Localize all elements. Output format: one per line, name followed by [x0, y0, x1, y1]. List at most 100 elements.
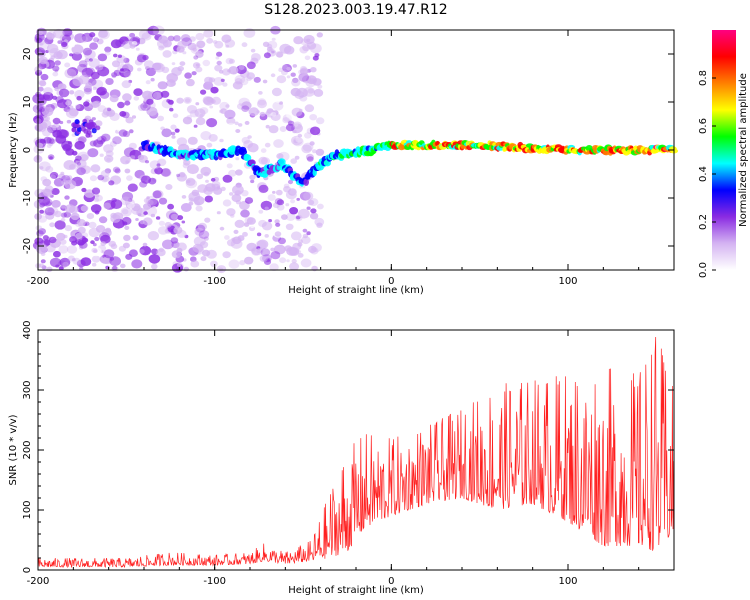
heatmap-speckle: [312, 149, 317, 154]
heatmap-speckle: [226, 117, 236, 125]
heatmap-speckle: [234, 121, 239, 126]
heatmap-speckle: [199, 113, 204, 118]
heatmap-speckle: [120, 68, 124, 72]
heatmap-speckle: [308, 198, 319, 207]
heatmap-speckle: [145, 67, 156, 77]
heatmap-speckle: [87, 148, 99, 158]
heatmap-speckle: [239, 77, 249, 86]
heatmap-speckle: [119, 111, 127, 117]
heatmap-speckle: [234, 219, 245, 228]
heatmap-speckle: [276, 204, 285, 211]
heatmap-speckle: [306, 231, 311, 236]
heatmap-speckle: [77, 63, 88, 73]
heatmap-speckle: [198, 230, 210, 239]
x-tick-label: -200: [27, 276, 50, 287]
heatmap-speckle: [174, 128, 180, 133]
colorbar-label: Normalized spectral amplitude: [738, 73, 749, 227]
heatmap-speckle: [97, 53, 108, 62]
heatmap-speckle: [93, 197, 100, 203]
heatmap-speckle: [281, 64, 288, 70]
heatmap-speckle: [57, 83, 65, 89]
colorbar-tick-label: 0.4: [698, 166, 709, 182]
heatmap-speckle: [112, 166, 121, 173]
heatmap-speckle: [88, 58, 100, 68]
heatmap-speckle: [190, 260, 200, 268]
heatmap-speckle: [310, 78, 317, 84]
heatmap-speckle: [71, 64, 76, 68]
heatmap-speckle: [112, 136, 122, 145]
heatmap-speckle: [110, 212, 117, 219]
heatmap-speckle: [38, 94, 45, 101]
heatmap-speckle: [208, 134, 218, 142]
heatmap-speckle: [58, 245, 69, 254]
heatmap-speckle: [53, 28, 65, 39]
heatmap-speckle: [179, 61, 186, 66]
heatmap-speckle: [316, 32, 323, 38]
heatmap-speckle: [143, 197, 151, 204]
heatmap-speckle: [290, 72, 296, 77]
heatmap-speckle: [166, 99, 171, 103]
heatmap-speckle: [136, 54, 147, 63]
heatmap-speckle: [101, 133, 111, 142]
heatmap-speckle: [228, 169, 237, 177]
heatmap-speckle: [49, 222, 55, 228]
heatmap-speckle: [123, 147, 136, 157]
heatmap-speckle: [52, 126, 57, 131]
heatmap-speckle: [256, 232, 262, 237]
heatmap-speckle: [268, 125, 279, 134]
heatmap-speckle: [200, 256, 207, 262]
heatmap-speckle: [194, 201, 201, 206]
heatmap-speckle: [161, 128, 172, 138]
heatmap-speckle: [148, 177, 157, 185]
heatmap-speckle: [269, 263, 279, 271]
heatmap-speckle: [205, 183, 216, 192]
y-tick-label: -20: [22, 238, 33, 254]
heatmap-speckle: [195, 102, 200, 106]
heatmap-speckle: [55, 96, 64, 104]
heatmap-speckle: [71, 150, 78, 156]
heatmap-speckle: [278, 237, 286, 245]
y-tick-label: 300: [22, 380, 33, 399]
heatmap-speckle: [120, 207, 132, 217]
heatmap-speckle: [301, 75, 312, 84]
heatmap-speckle: [286, 75, 291, 79]
heatmap-speckle: [210, 260, 218, 267]
heatmap-speckle: [100, 170, 110, 178]
snr-y-label: SNR (10 * v/v): [8, 414, 19, 485]
heatmap-speckle: [46, 43, 59, 54]
heatmap-speckle: [145, 160, 149, 164]
heatmap-speckle: [291, 78, 301, 87]
heatmap-speckle: [124, 168, 131, 174]
heatmap-speckle: [226, 208, 236, 216]
colorbar-ticks: 0.0 0.2 0.4 0.6 0.8: [698, 70, 716, 278]
heatmap-speckle: [253, 76, 261, 83]
heatmap-speckle: [53, 51, 63, 60]
heatmap-speckle: [60, 217, 66, 222]
heatmap-speckle: [104, 168, 112, 174]
heatmap-speckle: [298, 108, 303, 112]
heatmap-speckle: [51, 200, 61, 208]
heatmap-speckle: [252, 37, 258, 42]
heatmap-speckle: [90, 71, 100, 80]
heatmap-speckle: [35, 69, 43, 76]
heatmap-speckle: [127, 198, 133, 203]
heatmap-speckle: [238, 123, 243, 127]
heatmap-speckle: [188, 201, 194, 206]
heatmap-speckle: [255, 140, 263, 147]
snr-x-label: Height of straight line (km): [288, 585, 424, 596]
heatmap-signal: [303, 178, 310, 186]
heatmap-speckle: [291, 258, 297, 264]
heatmap-speckle: [86, 213, 95, 220]
heatmap-speckle: [278, 67, 284, 73]
heatmap-speckle: [37, 215, 48, 223]
heatmap-speckle: [81, 250, 90, 257]
heatmap-speckle: [145, 206, 158, 216]
heatmap-speckle: [89, 42, 98, 50]
heatmap-speckle: [210, 86, 219, 94]
heatmap-speckle: [122, 93, 132, 102]
heatmap-speckle: [196, 40, 206, 49]
x-tick-label: 0: [388, 276, 394, 287]
heatmap-speckle: [307, 199, 315, 206]
heatmap-speckle: [249, 174, 256, 180]
